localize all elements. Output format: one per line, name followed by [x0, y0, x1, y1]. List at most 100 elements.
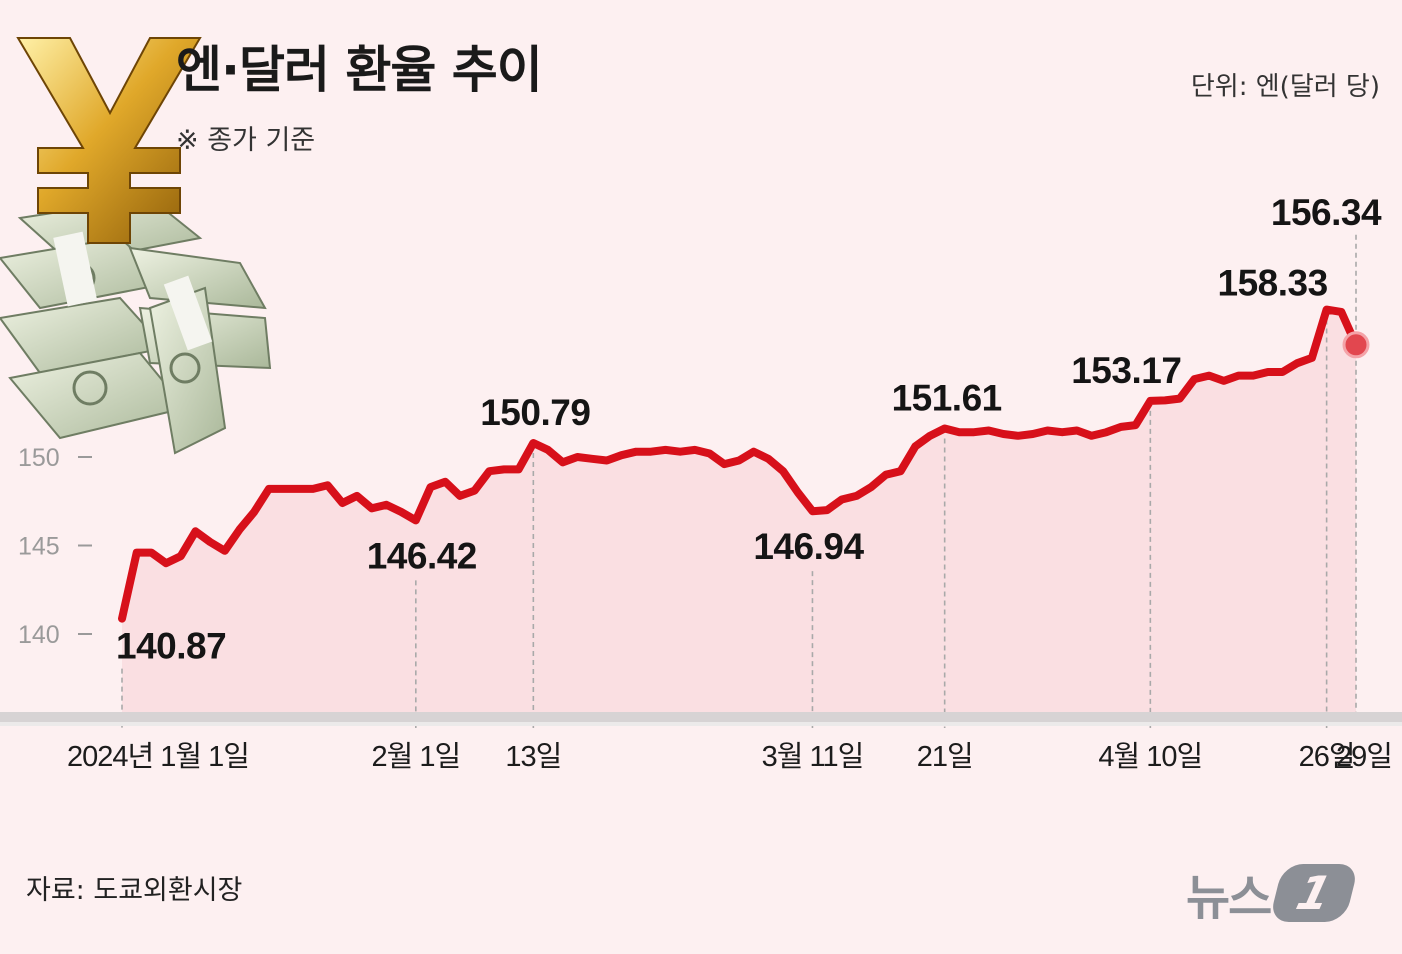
- data-point: [708, 451, 712, 455]
- data-point: [326, 483, 330, 487]
- data-point: [1325, 308, 1329, 312]
- data-value-label: 153.17: [1071, 350, 1181, 391]
- data-point: [1134, 423, 1138, 427]
- data-point: [619, 453, 623, 457]
- data-point: [487, 469, 491, 473]
- data-point: [605, 459, 609, 463]
- yen-symbol: [16, 37, 202, 244]
- data-point: [1119, 425, 1123, 429]
- y-tick-label: 140: [18, 621, 60, 649]
- logo-mark: 1: [1269, 864, 1360, 922]
- data-point: [957, 430, 961, 434]
- data-point: [384, 503, 388, 507]
- data-point: [884, 473, 888, 477]
- data-point: [267, 487, 271, 491]
- data-point: [414, 518, 418, 522]
- data-point: [223, 549, 227, 553]
- data-point: [208, 540, 212, 544]
- x-axis-baseline: [0, 712, 1402, 722]
- data-point: [149, 551, 153, 555]
- data-point: [443, 480, 447, 484]
- chart-title: 엔·달러 환율 추이: [176, 41, 543, 99]
- data-point: [179, 554, 183, 558]
- x-tick-label: 3월 11일: [762, 740, 864, 773]
- area-layer: [122, 309, 1356, 716]
- data-point: [796, 490, 800, 494]
- axis-layer: 140 145 150: [0, 444, 1402, 726]
- data-point: [120, 617, 124, 621]
- data-point: [943, 427, 947, 431]
- data-point: [311, 487, 315, 491]
- source-label: 자료: 도쿄외환시장: [26, 875, 243, 906]
- data-point: [1207, 374, 1211, 378]
- data-point: [693, 448, 697, 452]
- data-point: [575, 455, 579, 459]
- logo-mark-text: 1: [1291, 866, 1338, 920]
- data-point: [678, 450, 682, 454]
- data-point: [1075, 428, 1079, 432]
- data-point: [355, 494, 359, 498]
- y-tick-label: 145: [18, 533, 60, 561]
- data-point: [825, 508, 829, 512]
- x-tick-label: 26일: [1299, 741, 1355, 773]
- data-point: [429, 485, 432, 489]
- data-point: [282, 487, 286, 491]
- data-point: [1251, 374, 1255, 378]
- data-point: [473, 489, 477, 493]
- data-point: [1222, 379, 1226, 383]
- data-point: [913, 444, 917, 448]
- data-point: [340, 501, 344, 505]
- data-point: [928, 434, 932, 438]
- data-point: [1178, 397, 1182, 401]
- data-point: [1104, 430, 1108, 434]
- data-point: [664, 448, 668, 452]
- data-point: [1031, 432, 1035, 436]
- data-point: [546, 448, 550, 452]
- data-point: [722, 462, 726, 466]
- data-point: [1148, 399, 1152, 403]
- data-value-label: 158.33: [1218, 263, 1328, 304]
- data-point: [1060, 430, 1064, 434]
- news1-logo: 뉴스 1: [1186, 858, 1360, 928]
- data-point: [1295, 361, 1299, 365]
- unit-label: 단위: 엔(달러 당): [1190, 72, 1380, 102]
- data-point: [1339, 310, 1343, 314]
- data-point: [531, 441, 535, 445]
- label-layer: 140.87 2024년 1월 1일 146.42 2월 1일 150.79 13일 146…: [67, 192, 1393, 773]
- data-point: [193, 529, 197, 533]
- data-point: [1046, 428, 1049, 432]
- data-value-label: 146.42: [367, 535, 477, 576]
- data-value-label: 156.34: [1271, 192, 1382, 233]
- series-area: [122, 309, 1356, 716]
- logo-text: 뉴스: [1186, 870, 1272, 926]
- data-point: [590, 457, 594, 461]
- x-tick-label: 29일: [1336, 741, 1392, 773]
- data-point: [1310, 356, 1314, 360]
- yen-money-illustration: [0, 37, 272, 455]
- line-layer: [118, 305, 1370, 623]
- x-tick-label: 13일: [505, 741, 561, 773]
- data-point: [164, 561, 168, 565]
- data-point: [810, 509, 814, 513]
- data-point: [1163, 398, 1167, 402]
- data-point: [766, 457, 770, 461]
- data-point: [1281, 370, 1285, 374]
- data-point: [737, 459, 741, 463]
- y-tick-label: 150: [18, 444, 60, 472]
- data-point: [370, 506, 374, 510]
- data-point: [634, 450, 638, 454]
- last-data-point: [1342, 331, 1370, 359]
- chart-subtitle: ※ 종가 기준: [176, 125, 316, 156]
- x-tick-label: 4월 10일: [1098, 740, 1202, 773]
- data-point: [649, 450, 653, 454]
- data-point: [781, 469, 785, 473]
- x-tick-label: 2월 1일: [371, 740, 460, 773]
- data-point: [399, 510, 403, 514]
- data-point: [252, 510, 256, 514]
- data-point: [1192, 377, 1196, 381]
- guide-layer: [121, 234, 1357, 728]
- data-value-label: 150.79: [480, 392, 590, 433]
- data-point: [502, 467, 506, 471]
- data-point: [1236, 374, 1240, 378]
- data-point: [869, 485, 873, 489]
